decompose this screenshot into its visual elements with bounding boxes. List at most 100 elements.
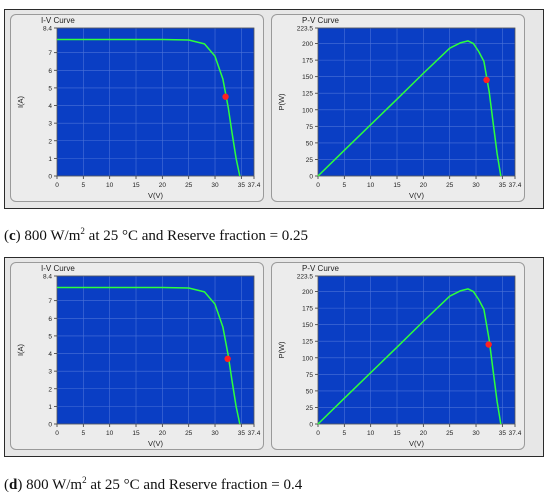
pv-chart-d: 0 25 50 75 100 125 150 175 200 223.5 0 5 10 15 20 25 30 3… [277,274,522,449]
y-tick-label: 1 [48,156,52,163]
x-tick-label: 30 [211,430,219,437]
x-axis-label: V(V) [409,191,425,200]
y-tick-label: 4 [48,351,52,358]
x-tick-label: 5 [343,430,347,437]
y-tick-label: 50 [306,140,314,147]
y-tick-label: 125 [302,339,313,346]
operating-point-marker [222,93,229,100]
y-tick-label: 7 [48,298,52,305]
x-tick-label: 10 [367,182,375,189]
y-tick-label: 125 [302,91,313,98]
y-tick-label: 2 [48,138,52,145]
x-tick-label: 30 [472,430,480,437]
y-tick-label: 25 [306,405,314,412]
x-tick-label: 20 [159,430,167,437]
series-line [57,286,241,425]
y-tick-label: 223.5 [297,274,314,281]
plot-border [317,27,516,177]
chart-title: I-V Curve [41,16,75,25]
x-axis-label: V(V) [148,191,164,200]
plot-border [56,275,255,425]
y-tick-label: 3 [48,121,52,128]
y-tick-label: 5 [48,85,52,92]
pv-curve-panel-d: P-V Curve 0 25 50 75 100 125 150 175 200 223.5 0 5 1… [271,262,525,450]
x-axis-label: V(V) [409,439,425,448]
y-tick-label: 0 [48,174,52,181]
y-tick-label: 6 [48,68,52,75]
x-tick-label: 25 [185,430,193,437]
operating-point-marker [224,355,231,363]
y-tick-label: 175 [302,306,313,313]
x-tick-label: 0 [316,430,320,437]
y-tick-label: 6 [48,316,52,323]
caption-c: (c) 800 W/m2 at 25 °C and Reserve fracti… [4,226,309,244]
y-tick-label: 100 [302,107,313,114]
pv-chart-c: 0 25 50 75 100 125 150 175 200 223.5 0 5 10 15 20 25 30 3… [277,26,522,201]
series-line [317,40,502,177]
y-tick-label: 0 [309,174,313,181]
x-tick-label: 30 [472,182,480,189]
iv-curve-panel-c: I-V Curve 0 1 2 3 4 5 6 7 8.4 0 5 10 15 20 25 30 35 37.4 V… [10,14,264,202]
y-tick-label: 200 [302,289,313,296]
y-tick-label: 8.4 [43,26,52,33]
x-tick-label: 5 [82,182,86,189]
x-tick-label: 20 [420,182,428,189]
x-tick-label: 20 [159,182,167,189]
y-tick-label: 5 [48,333,52,340]
x-tick-label: 10 [106,182,114,189]
y-axis-label: P(W) [277,93,286,111]
y-tick-label: 7 [48,50,52,57]
y-tick-label: 175 [302,58,313,65]
x-tick-label: 10 [106,430,114,437]
x-tick-label: 35 [238,182,246,189]
y-tick-label: 0 [309,422,313,429]
x-tick-label: 37.4 [509,182,522,189]
x-tick-label: 0 [55,182,59,189]
x-tick-label: 25 [446,430,454,437]
y-tick-label: 8.4 [43,274,52,281]
y-tick-label: 150 [302,322,313,329]
x-tick-label: 10 [367,430,375,437]
operating-point-marker [485,341,492,348]
operating-point-marker [483,76,490,84]
y-tick-label: 200 [302,41,313,48]
x-tick-label: 35 [499,182,507,189]
plot-border [317,275,516,425]
y-axis-label: P(W) [277,341,286,359]
iv-curve-panel-d: I-V Curve 0 1 2 3 4 5 6 7 8.4 0 5 10 15 20 25 30 35 37.4 V… [10,262,264,450]
plot-area [318,28,515,176]
x-tick-label: 15 [132,182,140,189]
y-tick-label: 1 [48,404,52,411]
pv-curve-panel-c: P-V Curve 0 25 50 75 100 125 150 175 200 223.5 0 5 1… [271,14,525,202]
figure-panel-d: I-V Curve 0 1 2 3 4 5 6 7 8.4 0 5 10 15 20 25 30 35 37.4 V… [4,257,544,457]
y-axis-label: I(A) [16,343,25,356]
chart-title: P-V Curve [302,264,339,273]
x-tick-label: 25 [185,182,193,189]
x-tick-label: 37.4 [248,430,261,437]
caption-d: (d) 800 W/m2 at 25 °C and Reserve fracti… [4,475,303,493]
x-tick-label: 25 [446,182,454,189]
chart-title: I-V Curve [41,264,75,273]
iv-chart-c: 0 1 2 3 4 5 6 7 8.4 0 5 10 15 20 25 30 35 37.4 V(V) I(A) [16,26,261,201]
x-tick-label: 5 [82,430,86,437]
y-tick-label: 100 [302,355,313,362]
x-axis-label: V(V) [148,439,164,448]
series-line [317,288,502,425]
x-tick-label: 35 [499,430,507,437]
y-tick-label: 75 [306,372,314,379]
x-tick-label: 0 [55,430,59,437]
plot-border [56,27,255,177]
y-tick-label: 3 [48,369,52,376]
x-tick-label: 15 [132,430,140,437]
x-tick-label: 37.4 [248,182,261,189]
x-tick-label: 35 [238,430,246,437]
x-tick-label: 5 [343,182,347,189]
plot-area [57,28,254,176]
iv-chart-d: 0 1 2 3 4 5 6 7 8.4 0 5 10 15 20 25 30 35 37.4 V(V) I(A) [16,274,261,449]
x-tick-label: 0 [316,182,320,189]
y-tick-label: 0 [48,422,52,429]
y-tick-label: 223.5 [297,26,314,33]
figure-panel-c: I-V Curve 0 1 2 3 4 5 6 7 8.4 0 5 10 15 20 25 30 35 37.4 V… [4,9,544,209]
y-tick-label: 2 [48,386,52,393]
y-tick-label: 150 [302,74,313,81]
